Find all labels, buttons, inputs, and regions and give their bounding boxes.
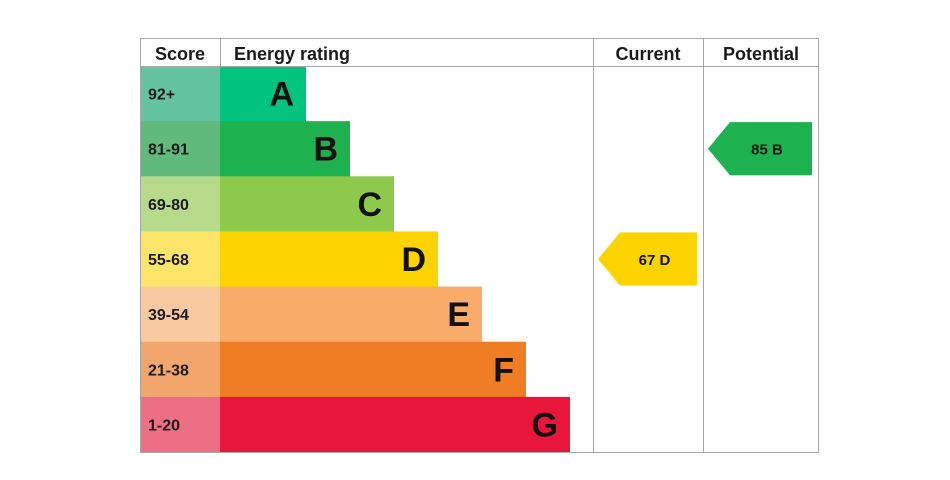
potential-column-header: Potential <box>723 44 799 64</box>
rating-bar <box>220 341 526 398</box>
current-rating-arrow-shape <box>598 232 697 286</box>
potential-rating-arrow: 85 B <box>708 122 812 176</box>
band-d: 55-68 D <box>140 231 438 288</box>
band-b: 81-91 B <box>140 121 350 177</box>
current-column-header: Current <box>615 44 680 64</box>
rating-letter: F <box>493 351 514 389</box>
rating-letter: G <box>532 406 558 444</box>
band-f: 21-38 F <box>140 341 526 398</box>
rating-bar <box>220 396 570 453</box>
rating-letter: B <box>313 131 338 169</box>
rating-bar <box>220 231 438 288</box>
score-range-label: 69-80 <box>148 197 189 214</box>
score-cell <box>140 66 220 122</box>
band-c: 69-80 C <box>140 176 394 232</box>
score-column-header: Score <box>155 44 205 64</box>
potential-rating-arrow-shape <box>708 122 812 176</box>
rating-bar <box>220 286 482 343</box>
current-rating-arrow-label: 67 D <box>639 252 671 269</box>
rating-bands: 92+ A 81-91 B 69-80 C 55-68 D 39-54 E 21-38 F 1-20 G <box>140 66 570 453</box>
score-cell <box>140 176 220 232</box>
band-e: 39-54 E <box>140 286 482 343</box>
score-range-label: 39-54 <box>148 307 189 324</box>
rating-letter: C <box>357 186 382 224</box>
rating-bar <box>220 66 306 122</box>
score-range-label: 55-68 <box>148 252 189 269</box>
rating-letter: D <box>401 241 426 279</box>
potential-rating-arrow-label: 85 B <box>751 142 783 159</box>
score-cell <box>140 341 220 398</box>
score-range-label: 92+ <box>148 87 175 104</box>
rating-bar <box>220 176 394 232</box>
score-cell <box>140 231 220 288</box>
band-g: 1-20 G <box>140 396 570 453</box>
table-grid-lines <box>140 38 819 453</box>
score-range-label: 1-20 <box>148 417 180 434</box>
rating-bar <box>220 121 350 177</box>
table-border <box>140 38 819 453</box>
score-range-label: 21-38 <box>148 362 189 379</box>
rating-letter: E <box>447 296 470 334</box>
rating-arrows: 67 D 85 B <box>598 122 812 286</box>
score-range-label: 81-91 <box>148 142 189 159</box>
energy-rating-column-header: Energy rating <box>234 44 350 64</box>
band-a: 92+ A <box>140 66 306 122</box>
score-cell <box>140 396 220 453</box>
score-cell <box>140 286 220 343</box>
current-rating-arrow: 67 D <box>598 232 697 286</box>
rating-letter: A <box>269 76 294 114</box>
score-cell <box>140 121 220 177</box>
